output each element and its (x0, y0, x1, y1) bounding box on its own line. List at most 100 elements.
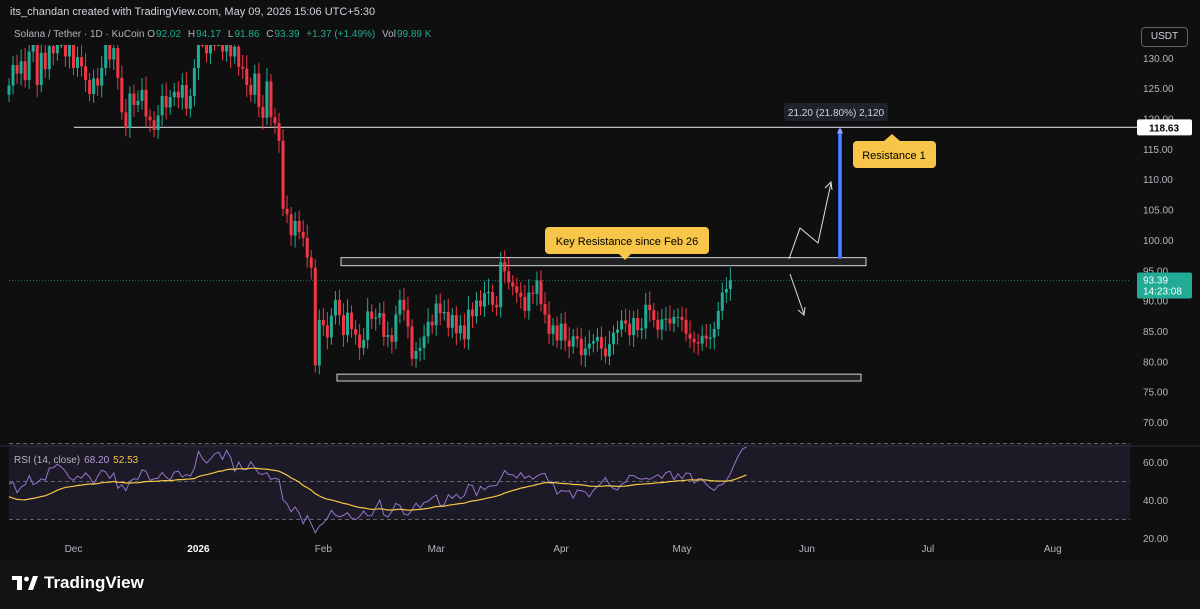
candle-body (188, 95, 192, 109)
legend-low: L91.86 (227, 29, 260, 40)
candle (289, 207, 293, 246)
candle-body (128, 93, 132, 128)
candle-body (249, 85, 253, 95)
candle (84, 52, 88, 92)
candle-body (132, 93, 136, 106)
candle-body (479, 300, 483, 307)
rsi-legend-value: 68.20 (84, 455, 110, 466)
candle-body (434, 303, 438, 326)
symbol-name[interactable]: Solana / Tether · 1D · KuCoin (14, 29, 145, 40)
candle-body (616, 329, 620, 333)
candle-body (108, 45, 112, 60)
candle (35, 45, 39, 97)
candle-body (591, 341, 595, 344)
candle-body (487, 291, 491, 294)
candle-body (724, 288, 728, 293)
candle-body (466, 309, 470, 340)
candle-body (547, 314, 551, 334)
candle (462, 313, 466, 349)
candle (624, 308, 628, 333)
candle-body (624, 320, 628, 324)
currency-button[interactable]: USDT (1141, 27, 1188, 47)
candle (140, 78, 144, 110)
time-tick-label: Jun (799, 544, 815, 555)
candle (414, 342, 418, 368)
candle (446, 298, 450, 337)
candle-body (386, 335, 390, 337)
candle (277, 112, 281, 153)
candle-body (382, 313, 386, 337)
candle-body (71, 45, 75, 69)
candle (398, 289, 402, 324)
candle (680, 306, 684, 332)
candle (499, 251, 503, 318)
candle-body (462, 325, 466, 340)
candle-body (281, 140, 285, 209)
candle-body (289, 214, 293, 236)
candle (378, 302, 382, 325)
candle (515, 277, 519, 303)
candle-body (184, 85, 188, 109)
candle (209, 45, 212, 64)
candle (19, 49, 23, 86)
candle-body (23, 61, 27, 81)
candle (410, 319, 414, 367)
projection-down-arrowhead (797, 306, 806, 316)
candle-body (378, 313, 382, 318)
candle-body (712, 329, 716, 338)
candles (7, 45, 732, 375)
candle-body (317, 319, 321, 366)
resistance1-callout-tip (884, 134, 900, 141)
candle (59, 45, 63, 49)
candle-body (599, 336, 603, 349)
candle-body (261, 106, 265, 118)
rsi-tick-label: 20.00 (1143, 534, 1168, 545)
last-price-label: 93.39 (1143, 275, 1168, 286)
candle-body (668, 318, 672, 324)
resistance-price-label-box (1137, 119, 1192, 136)
candle (418, 337, 422, 362)
candle-body (245, 68, 249, 86)
candle (43, 45, 47, 79)
candle (491, 284, 495, 313)
candle-body (39, 52, 43, 86)
candle-body (595, 336, 599, 342)
candle (23, 47, 27, 88)
candle-body (337, 299, 341, 316)
candle-body (680, 316, 684, 320)
candle (204, 45, 208, 63)
candle-body (156, 115, 160, 130)
candle-body (656, 319, 660, 330)
candle-body (277, 123, 281, 141)
key-resistance-callout (545, 227, 709, 254)
candle (15, 54, 19, 84)
candle-body (499, 262, 503, 308)
candle (273, 108, 277, 134)
candle-body (273, 117, 277, 124)
brand[interactable]: TradingView (12, 573, 144, 593)
candle (708, 324, 712, 350)
candle (567, 327, 571, 359)
key-resistance-zone (340, 257, 867, 267)
candle-body (213, 45, 217, 46)
candle (607, 330, 611, 366)
rsi-tick-label: 60.00 (1143, 458, 1168, 469)
candle (547, 301, 551, 345)
countdown-label: 14:23:08 (1143, 286, 1182, 297)
candle (402, 288, 406, 321)
candle (640, 318, 644, 340)
candle (362, 328, 366, 356)
candle-body (418, 347, 422, 351)
rsi-legend-name[interactable]: RSI (14, close) (14, 455, 81, 466)
candle (660, 308, 664, 340)
candle-body (144, 89, 148, 117)
candle (180, 73, 184, 110)
candle-body (507, 271, 511, 283)
brand-name: TradingView (44, 573, 144, 592)
resistance-price-label: 118.63 (1149, 123, 1179, 134)
candle (213, 45, 217, 51)
candle-body (720, 292, 724, 311)
candle-body (688, 333, 692, 339)
candle (221, 45, 225, 61)
